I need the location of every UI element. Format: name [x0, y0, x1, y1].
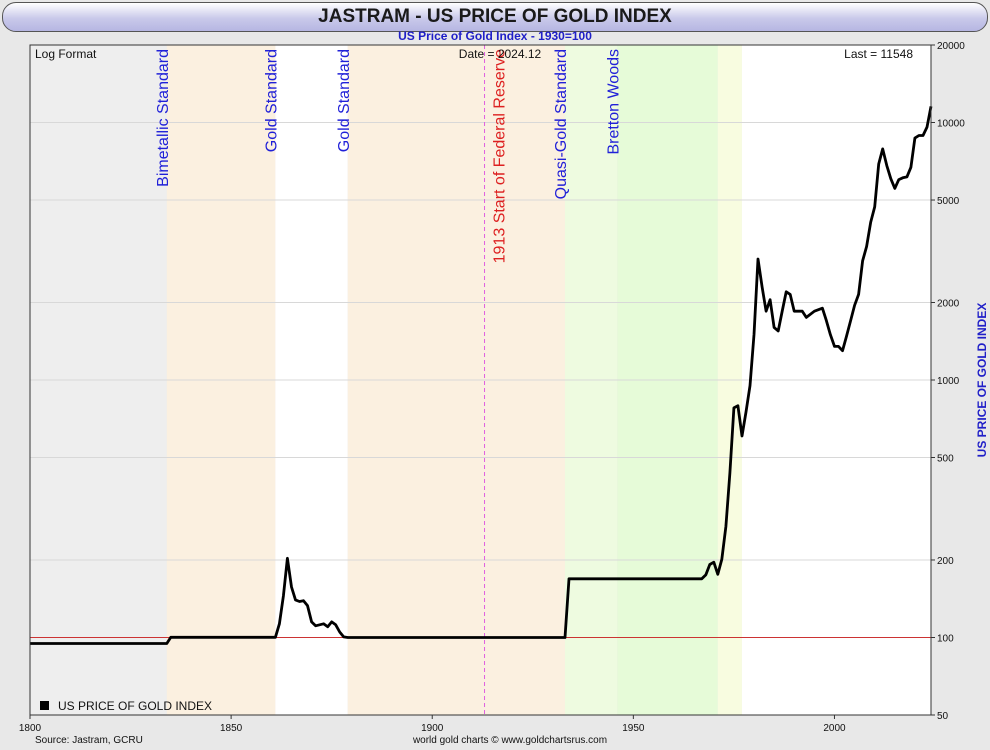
- y-tick-label: 2000: [937, 298, 960, 309]
- y-tick-label: 10000: [937, 119, 965, 130]
- y-axis-ticks: 50 100 200 500 1000 2000 5000 10000 20000: [931, 41, 965, 722]
- regime-label: Bimetallic Standard: [155, 49, 172, 187]
- credit-text: world gold charts © www.goldchartsrus.co…: [412, 735, 607, 746]
- chart-subtitle: US Price of Gold Index - 1930=100: [398, 29, 592, 43]
- regime-labels: Bimetallic Standard Gold Standard Gold Sta…: [155, 49, 622, 263]
- y-tick-label: 500: [937, 454, 954, 465]
- series-layer: [30, 106, 933, 645]
- x-tick-label: 1950: [622, 723, 645, 734]
- event-label: 1913 Start of Federal Reserve: [492, 49, 509, 263]
- x-tick-label: 1800: [19, 723, 42, 734]
- series-line: [30, 106, 933, 645]
- log-format-label: Log Format: [35, 47, 97, 61]
- date-label: Date = 2024.12: [459, 47, 542, 61]
- regime-label: Bretton Woods: [605, 49, 622, 155]
- regime-label: Gold Standard: [263, 49, 280, 152]
- y-tick-label: 1000: [937, 376, 960, 387]
- legend-swatch: [40, 701, 49, 710]
- y-tick-label: 200: [937, 556, 954, 567]
- x-axis-ticks: 1800 1850 1900 1950 2000: [19, 715, 846, 734]
- legend-label: US PRICE OF GOLD INDEX: [58, 699, 212, 713]
- y-tick-label: 50: [937, 711, 949, 722]
- source-text: Source: Jastram, GCRU: [35, 735, 143, 746]
- regime-label: Gold Standard: [336, 49, 353, 152]
- x-tick-label: 1900: [421, 723, 444, 734]
- y-tick-label: 100: [937, 633, 954, 644]
- x-tick-label: 2000: [823, 723, 846, 734]
- regime-label: Quasi-Gold Standard: [553, 49, 570, 199]
- x-tick-label: 1850: [220, 723, 243, 734]
- y-axis-title: US PRICE OF GOLD INDEX: [975, 303, 989, 458]
- chart-title: JASTRAM - US PRICE OF GOLD INDEX: [318, 6, 672, 27]
- y-tick-label: 20000: [937, 41, 965, 52]
- y-tick-label: 5000: [937, 196, 960, 207]
- last-value-label: Last = 11548: [844, 47, 913, 61]
- title-bar: JASTRAM - US PRICE OF GOLD INDEX: [2, 2, 988, 32]
